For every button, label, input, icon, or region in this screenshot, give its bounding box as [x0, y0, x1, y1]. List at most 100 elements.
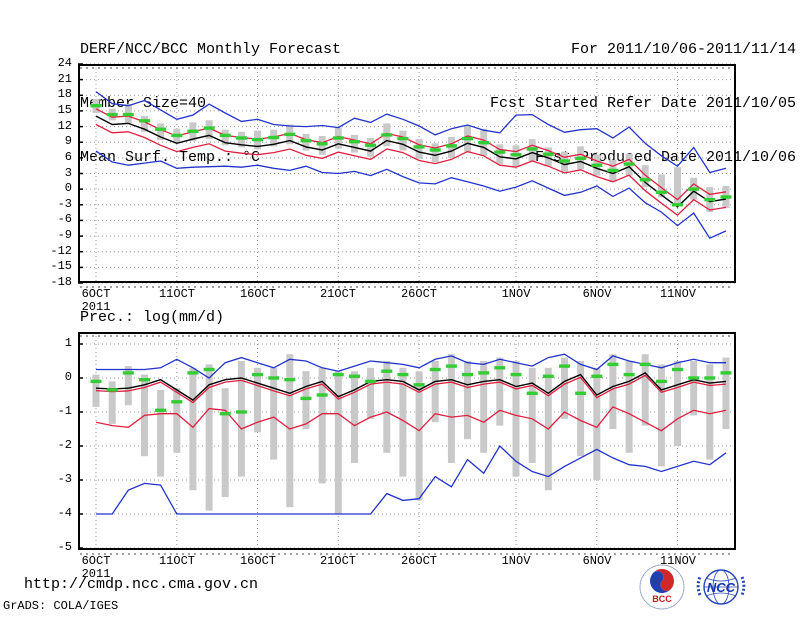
gray-spread-bars — [496, 144, 504, 165]
y-tick-label: 1 — [64, 336, 72, 350]
y-tick-label: -9 — [57, 228, 72, 242]
gray-spread-bars — [157, 389, 165, 477]
gray-spread-bars — [706, 364, 714, 460]
y-tick-label: -4 — [57, 506, 72, 520]
logo-group: BCC NCC — [636, 560, 754, 618]
x-tick-label: 6NOV — [582, 287, 612, 301]
x-tick-label: 6OCT — [81, 554, 111, 568]
y-tick-label: 6 — [64, 150, 72, 164]
gray-spread-bars — [367, 367, 375, 419]
gray-spread-bars — [415, 371, 423, 501]
x-tick-label: 11OCT — [158, 554, 195, 568]
black-mid-line — [95, 115, 727, 208]
x-tick-label: 6NOV — [582, 554, 612, 568]
y-tick-label: 21 — [57, 72, 72, 86]
y-tick-label: 12 — [57, 119, 72, 133]
gray-spread-bars — [657, 174, 665, 198]
y-tick-label: -18 — [50, 275, 72, 289]
blue-upper-envelope — [95, 91, 727, 174]
red-upper-band — [95, 108, 727, 201]
gray-spread-bars — [512, 361, 520, 477]
gray-spread-bars — [561, 357, 568, 419]
gray-spread-bars — [577, 361, 585, 457]
gray-spread-bars — [302, 371, 310, 429]
y-tick-label: -6 — [57, 212, 72, 226]
x-tick-label: 11NOV — [659, 554, 696, 568]
fcst-started-label: Fcst Started Refer Date 2011/10/05 — [489, 95, 796, 112]
gray-spread-bars — [528, 367, 536, 463]
y-tick-label: 15 — [57, 103, 72, 117]
gray-spread-bars — [254, 367, 261, 433]
y-tick-label: -3 — [57, 197, 72, 211]
gray-spread-bars — [221, 129, 229, 146]
gray-spread-bars — [221, 388, 229, 497]
gray-spread-bars — [286, 354, 294, 508]
gray-spread-bars — [351, 134, 358, 153]
gray-spread-bars — [334, 371, 342, 514]
gray-spread-bars — [351, 371, 358, 463]
y-tick-label: -12 — [50, 244, 72, 258]
x-year-label: 2011 — [81, 567, 111, 581]
y-tick-label: 0 — [64, 370, 72, 384]
red-lower-band — [95, 406, 727, 432]
gray-spread-bars — [544, 147, 552, 167]
blue-lower-envelope — [96, 444, 727, 515]
x-tick-label: 16OCT — [239, 554, 276, 568]
gray-spread-bars — [108, 381, 116, 424]
temperature-chart-plot — [78, 63, 736, 289]
gray-spread-bars — [447, 354, 455, 463]
gray-spread-bars — [609, 354, 617, 429]
gray-spread-bars — [237, 361, 245, 477]
x-tick-label: 26OCT — [400, 287, 437, 301]
gray-spread-bars — [625, 361, 633, 453]
gray-spread-bars — [173, 388, 181, 453]
y-tick-label: 3 — [64, 166, 72, 180]
precip-chart-title: Prec.: log(mm/d) — [80, 309, 225, 326]
svg-text:NCC: NCC — [707, 580, 736, 595]
y-tick-label: 24 — [57, 56, 72, 70]
gray-spread-bars — [383, 361, 391, 453]
gray-spread-bars — [189, 367, 197, 491]
gray-spread-bars — [480, 361, 488, 453]
gray-spread-bars — [157, 123, 165, 141]
y-tick-label: 0 — [64, 181, 72, 195]
y-tick-label: 18 — [57, 87, 72, 101]
gray-spread-bars — [399, 367, 407, 477]
x-tick-label: 1NOV — [501, 554, 531, 568]
y-tick-label: -2 — [57, 438, 72, 452]
x-tick-label: 26OCT — [400, 554, 437, 568]
gray-spread-bars — [431, 143, 439, 163]
blue-upper-envelope — [96, 353, 726, 379]
gray-spread-bars — [367, 138, 375, 157]
gray-spread-bars — [593, 367, 601, 480]
y-tick-label: -3 — [57, 472, 72, 486]
gray-spread-bars — [464, 361, 471, 440]
x-tick-label: 21OCT — [319, 554, 356, 568]
svg-text:BCC: BCC — [652, 594, 672, 604]
y-tick-label: -1 — [57, 404, 72, 418]
gray-spread-bars — [318, 367, 326, 484]
x-tick-label: 1NOV — [501, 287, 531, 301]
gray-spread-bars — [124, 366, 132, 406]
gray-spread-bars — [431, 361, 439, 423]
red-upper-band — [95, 374, 727, 404]
gray-spread-bars — [641, 165, 649, 188]
gray-spread-bars — [496, 357, 504, 426]
bcc-logo: BCC — [639, 564, 685, 610]
grads-credit: GrADS: COLA/IGES — [3, 599, 119, 613]
x-tick-label: 16OCT — [239, 287, 276, 301]
source-url: http://cmdp.ncc.cma.gov.cn — [24, 576, 259, 593]
x-tick-label: 11OCT — [158, 287, 195, 301]
x-tick-label: 11NOV — [659, 287, 696, 301]
page-title: DERF/NCC/BCC Monthly Forecast — [80, 41, 342, 58]
gray-spread-bars — [399, 130, 407, 151]
gray-spread-bars — [674, 361, 681, 446]
red-lower-band — [95, 123, 727, 217]
gray-spread-bars — [722, 357, 730, 429]
gray-spread-bars — [415, 139, 423, 159]
black-mid-line — [95, 372, 727, 401]
gray-spread-bars — [205, 364, 213, 511]
x-tick-label: 21OCT — [319, 287, 356, 301]
precipitation-chart-plot — [78, 332, 736, 556]
